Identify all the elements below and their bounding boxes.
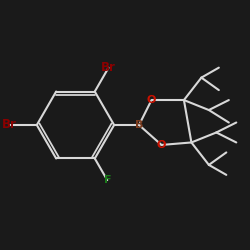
Text: B: B [135, 120, 143, 130]
Text: O: O [147, 95, 156, 105]
Text: Br: Br [2, 118, 17, 132]
Text: F: F [104, 175, 111, 185]
Text: Br: Br [101, 61, 116, 74]
Text: O: O [157, 140, 166, 150]
